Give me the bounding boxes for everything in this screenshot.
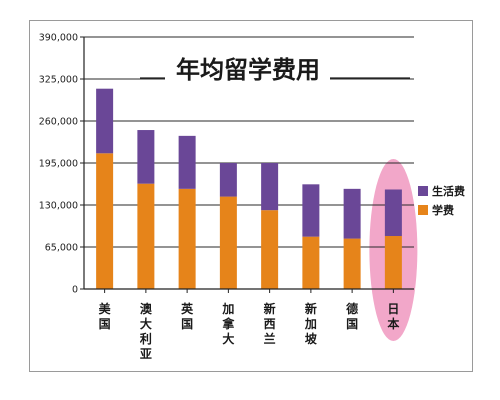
x-tick-label: 大 — [222, 331, 234, 346]
x-tick-label: 坡 — [305, 331, 318, 346]
x-tick-label: 亚 — [140, 347, 152, 361]
x-tick-label: 大 — [140, 316, 152, 331]
x-tick-label: 兰 — [264, 331, 276, 346]
bar-segment-tuition — [343, 238, 361, 289]
y-tick-label: 0 — [72, 285, 78, 296]
bar-segment-living — [261, 163, 279, 211]
bar-segment-living — [219, 163, 237, 197]
y-tick-label: 195,000 — [39, 159, 78, 170]
x-tick-label: 新 — [305, 301, 317, 316]
x-tick-label: 拿 — [221, 316, 235, 331]
bar-segment-tuition — [261, 210, 279, 289]
legend-label: 学费 — [432, 203, 454, 217]
x-tick-label: 加 — [221, 301, 234, 316]
bar-segment-tuition — [96, 153, 114, 289]
chart-title: 年均留学费用 — [176, 56, 320, 84]
bar-segment-tuition — [178, 188, 196, 289]
bar-segment-living — [96, 88, 114, 154]
legend-label: 生活费 — [432, 184, 465, 198]
x-tick-label: 德 — [346, 301, 358, 316]
y-tick-label: 390,000 — [39, 33, 78, 44]
bar-segment-tuition — [302, 236, 320, 289]
bar-segment-tuition — [384, 236, 402, 289]
bar-segment-living — [384, 189, 402, 237]
legend-swatch — [418, 205, 428, 215]
y-tick-label: 260,000 — [39, 117, 78, 128]
bar-segment-living — [137, 130, 155, 184]
x-tick-label: 国 — [346, 317, 358, 331]
y-tick-label: 325,000 — [39, 75, 78, 86]
bar-segment-living — [178, 135, 196, 189]
bar-segment-tuition — [137, 183, 155, 289]
x-tick-label: 美 — [99, 301, 112, 316]
bar-segment-tuition — [219, 196, 237, 289]
x-tick-label: 英 — [181, 301, 194, 316]
bar-segment-living — [343, 188, 361, 239]
x-tick-label: 国 — [99, 317, 111, 331]
bar-segment-living — [302, 184, 320, 237]
legend-swatch — [418, 186, 428, 196]
x-tick-label: 本 — [387, 316, 399, 331]
title-backdrop — [165, 50, 330, 88]
y-tick-label: 130,000 — [39, 201, 78, 212]
x-tick-label: 西 — [264, 317, 276, 331]
y-tick-label: 65,000 — [45, 243, 78, 254]
x-tick-label: 澳 — [140, 301, 153, 316]
x-tick-label: 新 — [264, 301, 276, 316]
x-tick-label: 日 — [387, 302, 399, 316]
x-tick-label: 利 — [140, 331, 152, 346]
x-tick-label: 加 — [304, 316, 317, 331]
x-tick-label: 国 — [181, 317, 193, 331]
